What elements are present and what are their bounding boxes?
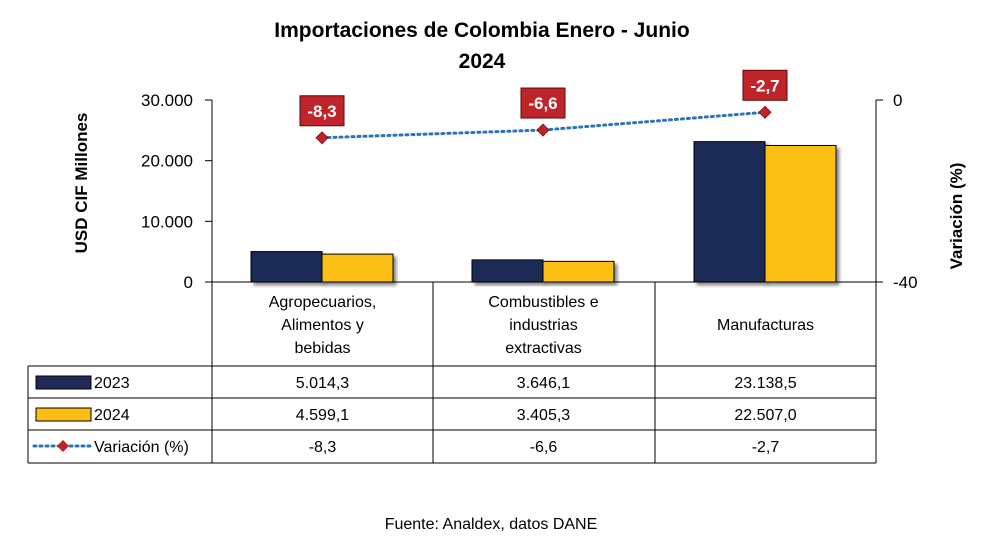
bar-2023-2 <box>693 141 766 283</box>
y-tick-label: 20.000 <box>141 152 193 171</box>
y-tick-label: 10.000 <box>141 212 193 231</box>
bar-2023-0 <box>250 251 323 283</box>
y-axis-title: USD CIF Millones <box>72 113 91 254</box>
y-axis-ticks: 30.000 20.000 10.000 0 <box>141 91 212 292</box>
legend-label-0: 2023 <box>94 375 130 392</box>
y2-axis-ticks: 0 -40 <box>876 91 918 292</box>
y-tick-label: 0 <box>184 273 193 292</box>
chart-title-line1: Importaciones de Colombia Enero - Junio <box>274 19 689 42</box>
variation-line-group: -8,3 -6,6 -2,7 <box>299 69 788 145</box>
source-note: Fuente: Analdex, datos DANE <box>385 516 598 533</box>
variation-marker-2 <box>758 105 772 119</box>
category-label-1: Combustibles e <box>488 294 598 311</box>
data-table <box>27 281 877 464</box>
table-cell-1-0: 4.599,1 <box>296 407 349 424</box>
chart-title-line2: 2024 <box>459 50 506 73</box>
variation-marker-0 <box>315 131 329 145</box>
legend-label-1: 2024 <box>94 407 130 424</box>
variation-marker-1 <box>536 123 550 137</box>
y-tick-label: 30.000 <box>141 91 193 110</box>
bar-2024-2 <box>764 144 837 283</box>
table-cell-2-2: -2,7 <box>752 439 780 456</box>
y2-tick-label: 0 <box>893 91 902 110</box>
variation-label-1: -6,6 <box>528 94 557 113</box>
bars-group <box>250 141 837 283</box>
table-content: Agropecuarios, Alimentos y bebidas Combusti… <box>32 294 814 456</box>
category-label-2: Manufacturas <box>717 317 814 334</box>
y2-tick-label: -40 <box>893 273 918 292</box>
table-cell-0-2: 23.138,5 <box>734 375 796 392</box>
variation-label-0: -8,3 <box>307 102 336 121</box>
variation-label-box-0 <box>299 95 345 127</box>
bar-2023-1 <box>471 259 544 283</box>
category-label-0: Alimentos y <box>281 317 364 334</box>
table-cell-2-1: -6,6 <box>530 439 558 456</box>
category-label-0: Agropecuarios, <box>269 294 377 311</box>
table-cell-0-1: 3.646,1 <box>517 375 570 392</box>
table-cell-1-2: 22.507,0 <box>734 407 796 424</box>
variation-label-box-2 <box>742 69 788 101</box>
variation-label-2: -2,7 <box>750 76 779 95</box>
category-label-1: industrias <box>509 317 577 334</box>
variation-label-box-1 <box>520 87 566 119</box>
category-label-1: extractivas <box>505 340 581 357</box>
bar-2024-1 <box>542 260 615 283</box>
category-label-0: bebidas <box>294 340 350 357</box>
legend-key-2023 <box>35 375 92 390</box>
table-cell-0-0: 5.014,3 <box>296 375 349 392</box>
y2-axis-title: Variación (%) <box>947 163 966 270</box>
legend-label-2: Variación (%) <box>94 439 189 456</box>
table-cell-2-0: -8,3 <box>309 439 337 456</box>
bar-2024-0 <box>321 253 394 283</box>
table-cell-1-1: 3.405,3 <box>517 407 570 424</box>
legend-key-marker <box>57 440 69 452</box>
legend-key-2024 <box>35 407 92 422</box>
